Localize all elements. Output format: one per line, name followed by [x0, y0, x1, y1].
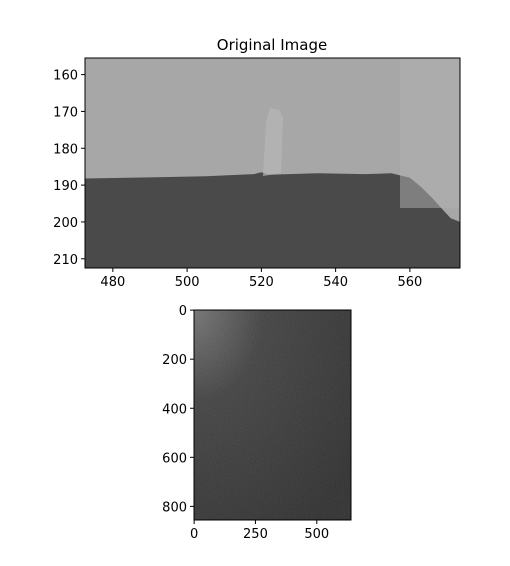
y-tick-label: 160 — [53, 69, 78, 84]
x-ticks-2: 0 250 500 — [190, 520, 329, 542]
noise-overlay — [194, 310, 351, 520]
image-area — [85, 58, 460, 268]
subplot-second-image: 0 250 500 0 200 400 600 800 — [162, 304, 352, 542]
y-tick-label: 180 — [53, 142, 78, 157]
x-tick-label: 560 — [397, 275, 422, 290]
y-ticks: 160 170 180 190 200 210 — [53, 69, 85, 268]
y-tick-label: 200 — [162, 353, 187, 368]
y-tick-label: 0 — [179, 304, 187, 319]
image-area-2 — [194, 310, 351, 520]
y-tick-label: 200 — [53, 216, 78, 231]
y-tick-label: 800 — [162, 500, 187, 515]
ground-region — [85, 172, 460, 268]
tower-silhouette — [263, 108, 283, 176]
y-ticks-2: 0 200 400 600 800 — [162, 304, 194, 515]
x-tick-label: 0 — [190, 527, 198, 542]
axes-frame — [84, 57, 461, 269]
x-tick-label: 500 — [175, 275, 200, 290]
y-tick-label: 170 — [53, 105, 78, 120]
x-tick-label: 500 — [304, 527, 329, 542]
sky-highlight — [400, 58, 460, 208]
x-tick-label: 250 — [243, 527, 268, 542]
x-tick-label: 520 — [249, 275, 274, 290]
x-tick-label: 480 — [100, 275, 125, 290]
y-tick-label: 600 — [162, 451, 187, 466]
x-tick-label: 540 — [323, 275, 348, 290]
y-tick-label: 400 — [162, 402, 187, 417]
y-tick-label: 210 — [53, 253, 78, 268]
axes-frame-2 — [193, 309, 352, 521]
x-ticks: 480 500 520 540 560 — [100, 268, 422, 290]
subplot-original-image: Original Image 480 500 520 540 560 160 170 180… — [53, 36, 461, 290]
y-tick-label: 190 — [53, 179, 78, 194]
chart-title: Original Image — [217, 36, 327, 54]
